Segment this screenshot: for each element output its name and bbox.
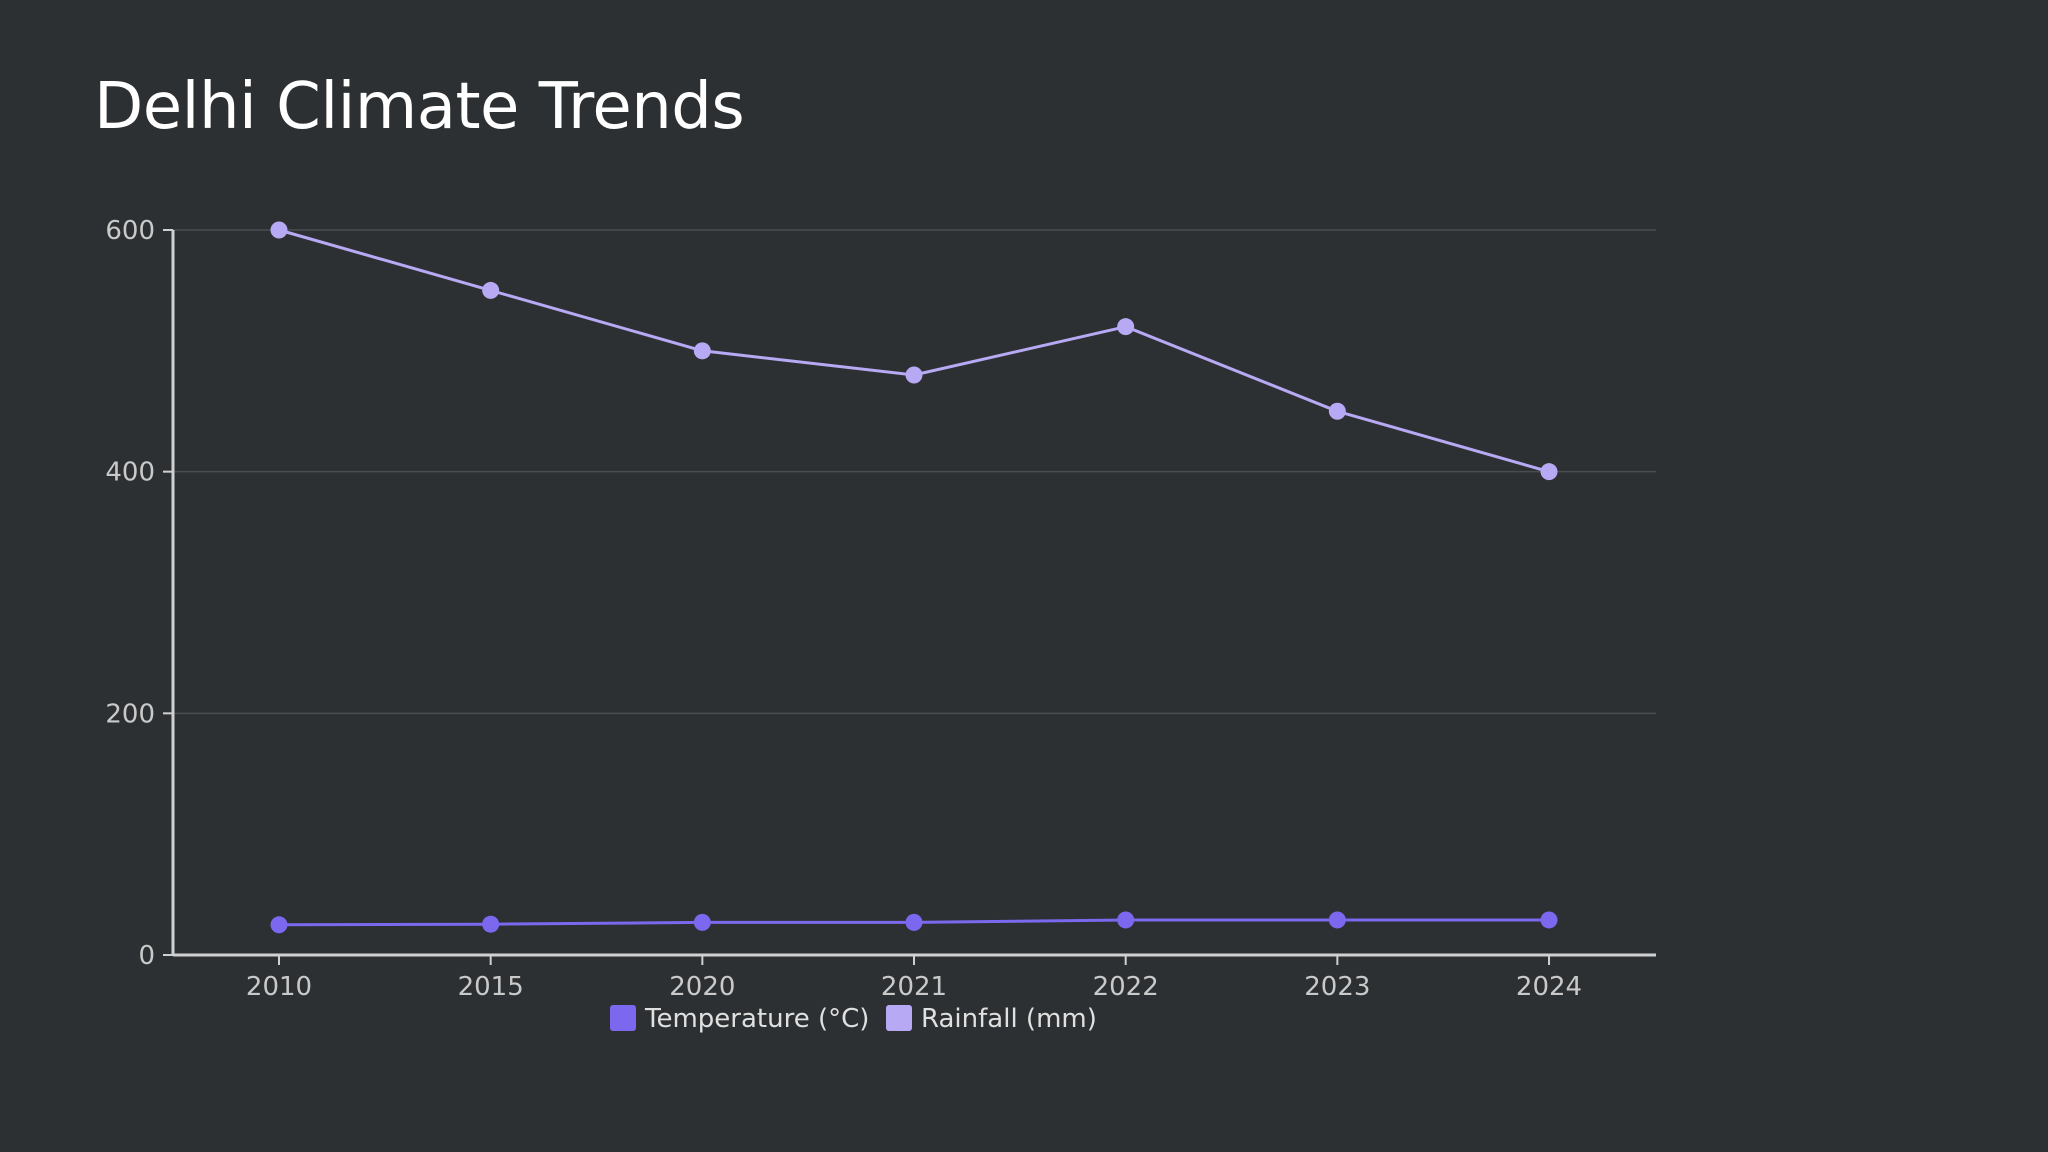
series-0-point: [1328, 911, 1346, 929]
x-tick-label: 2010: [246, 972, 312, 1002]
series-1-point: [905, 366, 923, 384]
x-tick-label: 2015: [458, 972, 524, 1002]
series-1-point: [1117, 318, 1135, 336]
x-tick-label: 2020: [669, 972, 735, 1002]
series-0-point: [270, 916, 288, 934]
x-tick-label: 2022: [1093, 972, 1159, 1002]
legend-label-0: Temperature (°C): [644, 1004, 869, 1034]
y-tick-label: 600: [105, 216, 155, 246]
x-tick-label: 2021: [881, 972, 947, 1002]
series-1-point: [270, 221, 288, 239]
x-tick-label: 2024: [1516, 972, 1582, 1002]
series-1-point: [482, 281, 500, 299]
legend-swatch-0: [610, 1005, 636, 1031]
chart-title: Delhi Climate Trends: [94, 70, 745, 144]
x-tick-label: 2023: [1304, 972, 1370, 1002]
series-line-1: [278, 228, 1550, 474]
series-0-point: [905, 913, 923, 931]
axes: 0 200 400 600 2010 2015 2020 2021 2022 2023 2024: [105, 216, 1656, 1002]
y-tick-label: 0: [138, 941, 155, 971]
series-0-point: [693, 913, 711, 931]
series-1-point: [1328, 402, 1346, 420]
legend: Temperature (°C) Rainfall (mm): [610, 1004, 1097, 1034]
series-0-point: [482, 915, 500, 933]
series-0-point: [1117, 911, 1135, 929]
series-lines: [270, 221, 1558, 934]
y-tick-label: 200: [105, 699, 155, 729]
series-1-point: [1540, 463, 1558, 481]
grid-lines: [173, 229, 1656, 715]
legend-label-1: Rainfall (mm): [921, 1004, 1097, 1034]
series-0-point: [1540, 911, 1558, 929]
series-1-point: [693, 342, 711, 360]
legend-swatch-1: [886, 1005, 912, 1031]
y-tick-label: 400: [105, 458, 155, 488]
